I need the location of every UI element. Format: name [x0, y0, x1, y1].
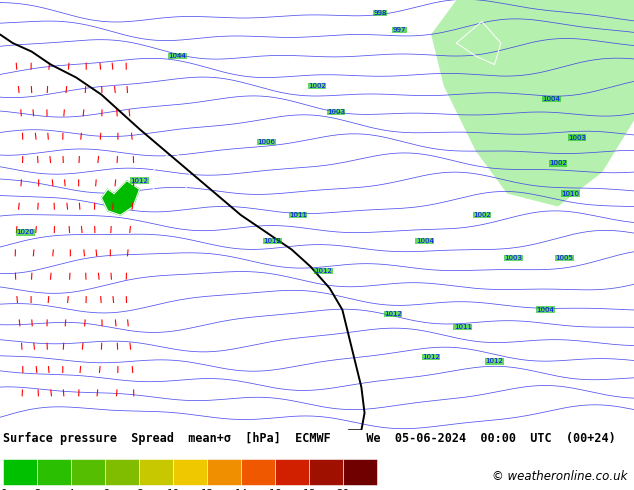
Bar — [309, 459, 343, 485]
Text: 1012: 1012 — [264, 238, 281, 244]
Text: 1004: 1004 — [536, 307, 554, 313]
Text: 1003: 1003 — [505, 255, 522, 261]
Text: 1020: 1020 — [16, 229, 34, 235]
Bar — [173, 459, 207, 485]
Text: 18: 18 — [302, 489, 316, 490]
Text: 1005: 1005 — [555, 255, 573, 261]
Text: Surface pressure  Spread  mean+σ  [hPa]  ECMWF     We  05-06-2024  00:00  UTC  (: Surface pressure Spread mean+σ [hPa] ECM… — [3, 432, 616, 445]
Text: 16: 16 — [269, 489, 282, 490]
Text: 1003: 1003 — [327, 109, 345, 115]
Text: 998: 998 — [373, 10, 387, 16]
Bar — [71, 459, 105, 485]
Text: 1003: 1003 — [568, 135, 586, 141]
Text: 1002: 1002 — [549, 161, 567, 167]
Bar — [139, 459, 173, 485]
Text: 1010: 1010 — [562, 191, 579, 196]
Bar — [241, 459, 275, 485]
Text: 10: 10 — [167, 489, 180, 490]
Text: 4: 4 — [68, 489, 74, 490]
Text: 1011: 1011 — [454, 324, 472, 330]
Text: 1002: 1002 — [473, 212, 491, 218]
Bar — [207, 459, 241, 485]
Text: 1004: 1004 — [543, 96, 560, 102]
Polygon shape — [101, 181, 139, 215]
Text: 8: 8 — [136, 489, 143, 490]
Text: 1012: 1012 — [384, 311, 402, 317]
Text: 1011: 1011 — [289, 212, 307, 218]
Text: 6: 6 — [102, 489, 108, 490]
Text: 1002: 1002 — [308, 83, 326, 89]
Bar — [37, 459, 71, 485]
Text: 1004: 1004 — [416, 238, 434, 244]
Bar — [275, 459, 309, 485]
Text: 14: 14 — [235, 489, 248, 490]
Bar — [3, 459, 37, 485]
Text: 1012: 1012 — [422, 354, 440, 360]
Text: 1012: 1012 — [131, 178, 148, 184]
Text: 1012: 1012 — [314, 268, 332, 274]
Text: 2: 2 — [34, 489, 41, 490]
Text: 12: 12 — [200, 489, 214, 490]
Polygon shape — [431, 0, 634, 206]
Bar — [105, 459, 139, 485]
Text: © weatheronline.co.uk: © weatheronline.co.uk — [492, 470, 628, 483]
Text: 0: 0 — [0, 489, 6, 490]
Text: 20: 20 — [337, 489, 350, 490]
Text: 1006: 1006 — [257, 139, 275, 145]
Text: 1044: 1044 — [169, 53, 186, 59]
Text: 1012: 1012 — [486, 358, 503, 365]
Bar — [343, 459, 377, 485]
Text: 997: 997 — [392, 27, 406, 33]
